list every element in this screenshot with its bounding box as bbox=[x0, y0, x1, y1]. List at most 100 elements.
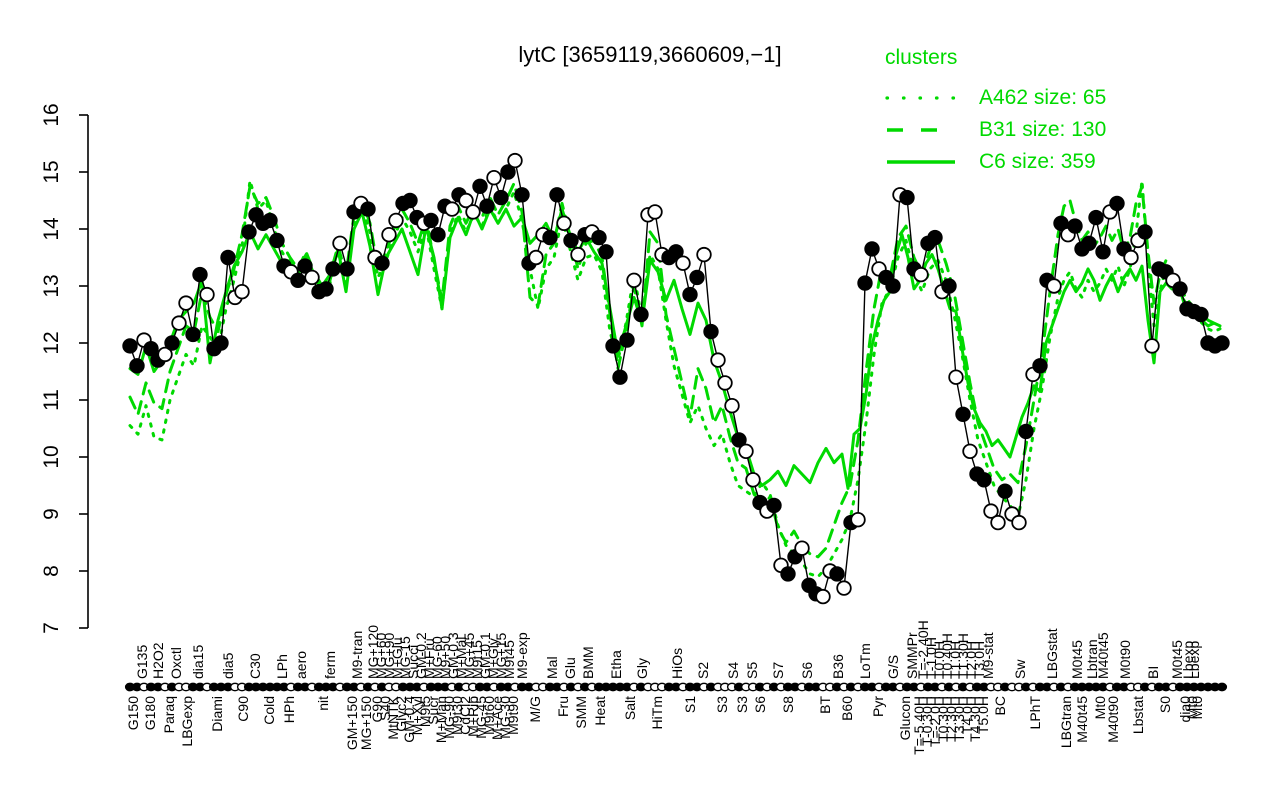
data-point-filled bbox=[1018, 423, 1034, 440]
data-point-filled bbox=[598, 244, 614, 260]
data-point-filled bbox=[213, 335, 229, 351]
x-axis-label-top: MG-60 bbox=[429, 636, 445, 679]
x-axis-label-bottom: S6 bbox=[752, 696, 768, 713]
x-axis-label-top: T0.0H bbox=[931, 641, 947, 679]
data-point-open bbox=[738, 443, 754, 460]
x-axis-label-bottom: G90 bbox=[369, 696, 385, 723]
data-point-open bbox=[675, 255, 691, 271]
data-point-open bbox=[717, 375, 733, 391]
x-axis-label-top: M+Mal bbox=[453, 637, 469, 679]
x-axis-label-bottom: G180 bbox=[142, 696, 158, 730]
x-axis-label-top: Glu bbox=[562, 657, 578, 679]
x-axis-label-top: MG+15 bbox=[493, 632, 509, 679]
data-point-filled bbox=[164, 335, 180, 351]
x-axis-label-bottom: GM+150 bbox=[344, 696, 360, 750]
data-point-filled bbox=[318, 281, 334, 297]
x-axis-label-bottom: M/G bbox=[527, 696, 543, 722]
legend-item-b31: B31 size: 130 bbox=[885, 114, 1106, 146]
cluster-line-dotted bbox=[128, 179, 1222, 579]
data-point-open bbox=[1046, 278, 1062, 294]
x-axis-label-bottom: M+Rib bbox=[465, 696, 481, 737]
data-point-filled bbox=[780, 566, 796, 582]
y-axis-tick-label: 9 bbox=[40, 508, 63, 520]
data-point-open bbox=[836, 580, 852, 596]
x-axis-label-bottom: MG-30 bbox=[497, 696, 513, 739]
data-point-filled bbox=[766, 497, 782, 514]
x-axis-label-top: S6 bbox=[799, 662, 815, 679]
x-axis-label-top: MG+120 bbox=[365, 625, 381, 679]
data-point-open bbox=[388, 212, 404, 229]
x-axis-label-top: Etha bbox=[608, 650, 624, 679]
data-point-filled bbox=[1109, 195, 1125, 212]
legend-label-b31: B31 size: 130 bbox=[979, 118, 1107, 141]
x-axis-label-bottom: Cold bbox=[261, 696, 277, 725]
x-axis-label-bottom: LPhT bbox=[1027, 696, 1043, 730]
x-axis-label-bottom: T4.30H bbox=[967, 696, 983, 742]
data-point-open bbox=[794, 540, 810, 556]
x-axis-label-bottom: T4.0H bbox=[959, 696, 975, 734]
x-axis-label-top: H2O2 bbox=[150, 642, 166, 679]
data-point-filled bbox=[927, 229, 943, 246]
x-axis-label-top: G/S bbox=[885, 655, 901, 679]
data-point-filled bbox=[731, 432, 747, 448]
data-point-filled bbox=[885, 278, 901, 294]
y-axis-tick-label: 10 bbox=[40, 445, 63, 468]
x-axis-label-bottom: G150 bbox=[125, 696, 141, 730]
x-axis-label-bottom: S40 bbox=[377, 696, 393, 721]
data-point-filled bbox=[192, 266, 208, 283]
x-axis-label-bottom: HPh bbox=[281, 696, 297, 723]
legend-item-c6: C6 size: 359 bbox=[885, 146, 1106, 178]
x-axis-label-top: Oxctl bbox=[168, 647, 184, 679]
data-point-open bbox=[626, 272, 642, 289]
data-point-open bbox=[444, 201, 460, 217]
condition-symbol bbox=[1216, 682, 1228, 692]
x-axis-label-bottom: Fru bbox=[555, 696, 571, 717]
y-axis-tick-label: 15 bbox=[40, 160, 63, 183]
y-axis-tick-label: 11 bbox=[40, 389, 63, 411]
data-point-open bbox=[304, 269, 320, 286]
data-point-filled bbox=[864, 241, 880, 257]
legend-title: clusters bbox=[885, 46, 958, 69]
x-axis-label-top: M9+50 bbox=[437, 636, 453, 679]
x-axis-label-top: LPh bbox=[274, 654, 290, 679]
x-axis-label-top: T1.30H bbox=[955, 633, 971, 679]
x-axis-label-bottom: MG-90 bbox=[441, 696, 457, 739]
data-point-open bbox=[157, 346, 173, 363]
x-axis-label-bottom: Mt0 bbox=[1189, 696, 1205, 720]
x-axis-label-top: M+Glu bbox=[389, 637, 405, 679]
x-axis-label-top: S7 bbox=[770, 662, 786, 679]
x-axis-label-top: S4 bbox=[725, 662, 741, 679]
data-point-filled bbox=[479, 198, 495, 214]
data-point-filled bbox=[402, 192, 418, 209]
data-point-filled bbox=[325, 261, 341, 277]
data-point-filled bbox=[339, 261, 355, 277]
x-axis-label-top: S5 bbox=[744, 662, 760, 679]
data-point-open bbox=[486, 169, 502, 186]
x-axis-label-bottom: S8 bbox=[780, 696, 796, 713]
data-point-open bbox=[1123, 249, 1139, 266]
data-point-filled bbox=[185, 326, 201, 343]
x-axis-label-top: BI bbox=[1145, 666, 1161, 679]
dotted-line-swatch bbox=[885, 96, 957, 100]
data-point-open bbox=[647, 204, 663, 220]
x-axis-label-top: MG-15 bbox=[397, 636, 413, 679]
dashed-line-swatch bbox=[887, 128, 955, 132]
data-point-filled bbox=[1137, 224, 1153, 240]
data-point-filled bbox=[472, 178, 488, 195]
data-point-open bbox=[962, 443, 978, 460]
data-point-open bbox=[850, 512, 866, 528]
data-point-open bbox=[507, 152, 523, 169]
data-point-open bbox=[696, 246, 712, 263]
data-point-open bbox=[1144, 338, 1160, 354]
x-axis-label-top: Succi bbox=[405, 645, 421, 679]
data-point-filled bbox=[668, 244, 684, 260]
x-axis-label-bottom: S1 bbox=[682, 696, 698, 713]
x-axis-label-top: T-1.0H bbox=[923, 637, 939, 679]
cluster-line-dashed bbox=[128, 181, 1222, 559]
x-axis-label-bottom: Lbstat bbox=[1130, 696, 1146, 734]
data-point-filled bbox=[689, 269, 705, 286]
page-title: lytC [3659119,3660609,−1] bbox=[518, 42, 782, 67]
data-point-filled bbox=[829, 566, 845, 582]
data-point-open bbox=[178, 295, 194, 311]
data-point-filled bbox=[500, 164, 516, 180]
